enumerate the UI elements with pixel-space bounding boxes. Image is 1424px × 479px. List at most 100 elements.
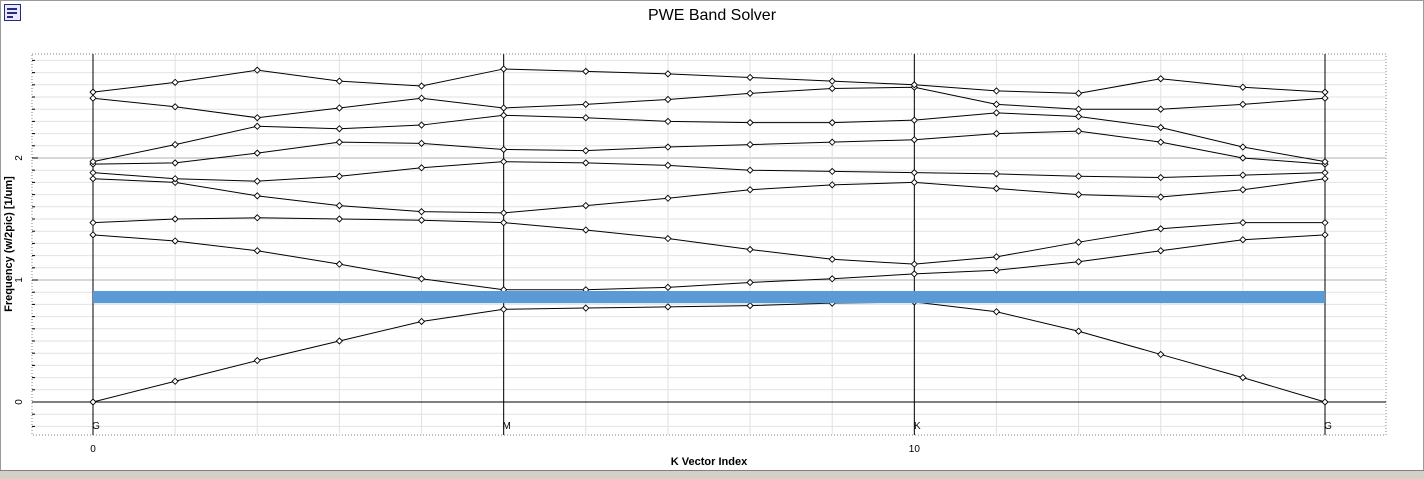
band-point <box>746 186 754 194</box>
band-point <box>253 122 261 130</box>
band-line-9 <box>92 68 1326 94</box>
band-point <box>89 219 97 227</box>
band-point <box>1157 123 1165 132</box>
x-tick-label: 10 <box>909 444 921 455</box>
band-point <box>335 201 344 210</box>
band-point <box>664 194 672 202</box>
band-line-4 <box>92 178 1326 214</box>
band-point <box>171 178 179 187</box>
band-point <box>992 253 1001 261</box>
band-point <box>582 67 590 76</box>
band-point <box>335 138 344 146</box>
band-point <box>417 164 426 172</box>
band-point <box>335 125 344 133</box>
band-point <box>417 121 426 129</box>
band-point <box>1239 186 1247 194</box>
band-point <box>335 215 344 223</box>
band-point <box>500 65 508 73</box>
band-point <box>1321 175 1329 183</box>
y-axis-title: Frequency (w/2pic) [1/um] <box>3 176 15 312</box>
x-axis-title: K Vector Index <box>671 456 748 468</box>
band-point <box>992 266 1001 274</box>
band-point <box>910 81 918 89</box>
band-point <box>1239 171 1247 179</box>
band-point <box>335 337 344 345</box>
band-point <box>910 169 918 177</box>
window-bottom-edge <box>0 470 1424 479</box>
band-line-7 <box>92 112 1326 163</box>
band-gap-highlight <box>93 290 1325 304</box>
band-point <box>417 139 426 147</box>
band-point <box>828 84 836 93</box>
band-point <box>910 270 918 278</box>
band-point <box>582 114 590 122</box>
band-point <box>1321 169 1329 177</box>
symmetry-label-m: M <box>502 421 510 432</box>
band-point <box>1239 373 1247 382</box>
band-line-3 <box>92 217 1325 265</box>
band-point <box>992 109 1001 117</box>
band-point <box>746 73 754 82</box>
band-point <box>89 158 97 166</box>
band-point <box>1074 238 1083 246</box>
band-point <box>171 175 179 183</box>
band-point <box>253 247 261 255</box>
band-point <box>1157 225 1165 233</box>
band-point <box>582 159 590 167</box>
symmetry-label-g: G <box>1324 421 1332 432</box>
band-point <box>1321 398 1329 406</box>
band-point <box>1074 258 1083 266</box>
band-point <box>582 100 590 108</box>
band-point <box>1239 154 1247 162</box>
band-point <box>1321 158 1329 166</box>
band-point <box>746 118 754 127</box>
band-point <box>910 136 918 144</box>
band-point <box>253 177 261 185</box>
band-point <box>1074 190 1083 199</box>
band-point <box>1074 112 1083 121</box>
band-point <box>1239 219 1247 227</box>
band-point <box>335 77 344 85</box>
band-line-5 <box>92 161 1326 182</box>
band-point <box>910 178 918 187</box>
band-point <box>500 209 508 217</box>
band-point <box>664 95 672 104</box>
symmetry-label-g: G <box>92 421 100 432</box>
band-line-2 <box>92 234 1326 291</box>
band-point <box>582 226 590 234</box>
band-point <box>1157 75 1165 83</box>
band-point <box>1239 83 1247 91</box>
band-point <box>828 138 836 146</box>
band-point <box>1239 236 1247 244</box>
band-point <box>171 140 179 149</box>
band-point <box>253 356 261 365</box>
band-point <box>500 219 508 227</box>
band-point <box>1157 138 1165 146</box>
band-point <box>828 167 836 176</box>
band-point <box>89 398 97 406</box>
band-point <box>253 192 261 200</box>
band-point <box>664 283 672 291</box>
band-point <box>171 103 179 111</box>
band-point <box>89 231 97 239</box>
y-tick-label: 1 <box>14 277 25 283</box>
window-system-icon[interactable] <box>4 4 21 21</box>
band-point <box>582 201 590 210</box>
band-point <box>1074 127 1083 135</box>
band-point <box>335 104 344 112</box>
band-point <box>253 114 261 122</box>
band-point <box>1321 231 1329 239</box>
band-point <box>1157 193 1165 201</box>
band-point <box>992 308 1001 316</box>
x-tick-label: 0 <box>90 444 96 455</box>
symmetry-label-k: K <box>914 421 921 432</box>
band-point <box>500 111 508 119</box>
band-point <box>417 275 426 283</box>
band-point <box>746 301 754 310</box>
y-tick-label: 0 <box>14 399 25 405</box>
band-point <box>1157 247 1165 255</box>
band-point <box>992 100 1001 108</box>
band-line-1 <box>92 301 1326 403</box>
band-point <box>910 260 918 268</box>
band-point <box>89 88 97 96</box>
